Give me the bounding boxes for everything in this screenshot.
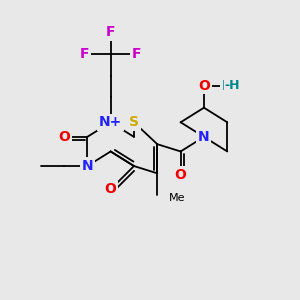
- Text: H: H: [221, 79, 233, 93]
- Text: N: N: [198, 130, 210, 144]
- Text: -H: -H: [224, 79, 240, 92]
- Text: N: N: [82, 159, 93, 173]
- Text: S: S: [129, 115, 139, 129]
- Text: O: O: [198, 79, 210, 93]
- Text: O: O: [198, 79, 210, 93]
- Text: F: F: [80, 47, 89, 61]
- Text: F: F: [132, 47, 142, 61]
- Text: O: O: [175, 168, 187, 182]
- Text: Me: Me: [169, 193, 185, 203]
- Text: F: F: [106, 25, 116, 39]
- Text: O: O: [105, 182, 117, 197]
- Text: O: O: [58, 130, 70, 144]
- Text: N+: N+: [99, 115, 122, 129]
